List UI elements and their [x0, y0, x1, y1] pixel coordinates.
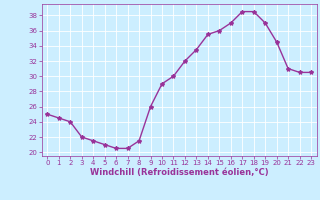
X-axis label: Windchill (Refroidissement éolien,°C): Windchill (Refroidissement éolien,°C) — [90, 168, 268, 177]
